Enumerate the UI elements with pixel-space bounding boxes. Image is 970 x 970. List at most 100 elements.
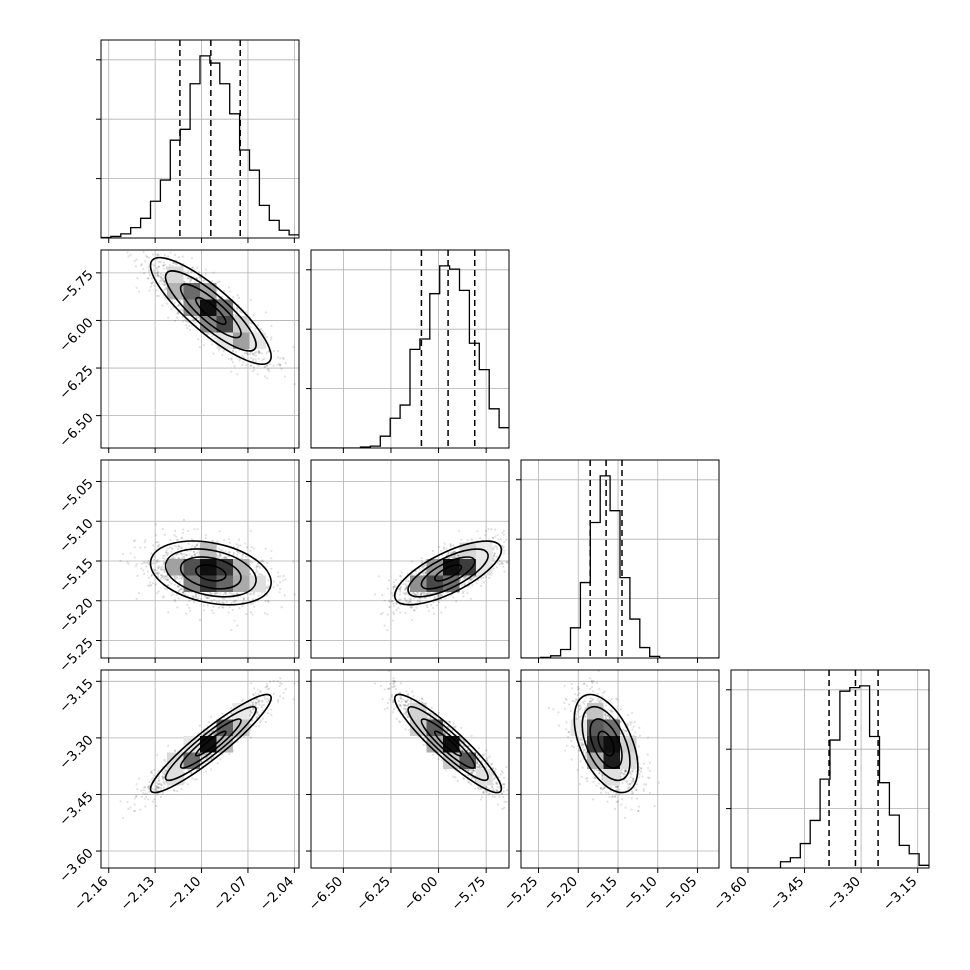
scatter-point	[184, 593, 187, 596]
scatter-point	[264, 720, 267, 724]
scatter-point	[167, 611, 170, 614]
scatter-point	[177, 545, 181, 548]
scatter-point	[377, 575, 381, 578]
scatter-point	[192, 600, 196, 604]
scatter-point	[156, 274, 159, 277]
scatter-point	[190, 256, 194, 260]
scatter-point	[184, 323, 188, 327]
scatter-point	[254, 358, 257, 361]
scatter-point	[222, 602, 225, 605]
scatter-point	[249, 321, 252, 324]
scatter-point	[452, 544, 455, 547]
scatter-point	[249, 593, 252, 596]
scatter-point	[235, 307, 238, 310]
scatter-point	[426, 605, 429, 609]
scatter-point	[402, 583, 405, 586]
scatter-point	[419, 592, 422, 595]
scatter-point	[206, 604, 209, 607]
scatter-point	[165, 302, 169, 305]
scatter-point	[406, 602, 409, 605]
scatter-point	[280, 606, 283, 609]
scatter-point	[257, 693, 260, 696]
scatter-point	[156, 540, 160, 544]
scatter-point	[165, 588, 169, 591]
scatter-point	[142, 569, 145, 572]
scatter-point	[409, 600, 412, 603]
scatter-point	[217, 556, 220, 559]
scatter-point	[143, 786, 146, 789]
scatter-point	[167, 316, 170, 319]
scatter-point	[499, 538, 503, 541]
scatter-point	[206, 597, 209, 600]
scatter-point	[243, 542, 247, 545]
scatter-point	[164, 769, 167, 772]
scatter-point	[161, 304, 164, 307]
scatter-point	[264, 685, 267, 689]
scatter-point	[420, 593, 423, 596]
scatter-point	[152, 253, 155, 256]
scatter-point	[260, 560, 263, 563]
scatter-point	[470, 537, 473, 541]
scatter-point	[157, 254, 160, 257]
contour-0.5-sigma	[194, 564, 227, 582]
scatter-point	[177, 589, 180, 592]
scatter-point	[498, 559, 501, 563]
scatter-point	[209, 715, 213, 718]
scatter-point	[249, 560, 252, 563]
scatter-point	[144, 546, 147, 549]
scatter-point	[254, 701, 257, 705]
scatter-point	[155, 789, 158, 792]
scatter-point	[257, 351, 260, 354]
scatter-point	[157, 779, 160, 782]
scatter-point	[512, 543, 514, 545]
scatter-point	[267, 368, 270, 371]
scatter-point	[204, 595, 207, 598]
scatter-point	[282, 579, 285, 582]
scatter-point	[256, 710, 259, 714]
scatter-point	[164, 770, 168, 773]
scatter-point	[399, 587, 402, 590]
scatter-point	[450, 556, 454, 559]
scatter-point	[428, 609, 431, 612]
scatter-point	[202, 604, 205, 607]
scatter-point	[241, 605, 244, 608]
scatter-point	[189, 279, 192, 282]
scatter-point	[181, 536, 184, 539]
scatter-point	[198, 724, 201, 727]
histogram	[311, 265, 509, 448]
scatter-point	[142, 792, 145, 795]
scatter-point	[496, 547, 499, 551]
scatter-point	[406, 592, 409, 595]
scatter-point	[207, 332, 211, 335]
scatter-point	[170, 582, 173, 585]
scatter-point	[218, 530, 221, 533]
scatter-point	[214, 732, 217, 735]
scatter-point	[134, 539, 137, 542]
scatter-point	[180, 308, 184, 311]
scatter-point	[251, 352, 254, 356]
scatter-point	[267, 584, 270, 587]
scatter-point	[254, 360, 258, 364]
scatter-point	[178, 588, 181, 592]
scatter-point	[502, 529, 506, 532]
scatter-point	[197, 338, 200, 341]
scatter-point	[458, 578, 462, 582]
scatter-point	[173, 301, 176, 304]
scatter-point	[252, 693, 255, 696]
scatter-point	[193, 281, 197, 284]
scatter-point	[293, 682, 296, 685]
scatter-point	[279, 575, 282, 578]
contour-1.5-sigma	[164, 270, 257, 352]
scatter-point	[159, 566, 162, 569]
scatter-point	[493, 554, 496, 557]
scatter-point	[147, 265, 150, 269]
scatter-point	[159, 275, 163, 278]
scatter-point	[272, 580, 276, 583]
scatter-point	[203, 753, 206, 756]
scatter-point	[413, 592, 416, 596]
scatter-point	[176, 789, 179, 793]
density-cell	[167, 266, 184, 283]
scatter-point	[233, 602, 236, 605]
scatter-point	[170, 550, 173, 553]
scatter-point	[470, 597, 473, 600]
